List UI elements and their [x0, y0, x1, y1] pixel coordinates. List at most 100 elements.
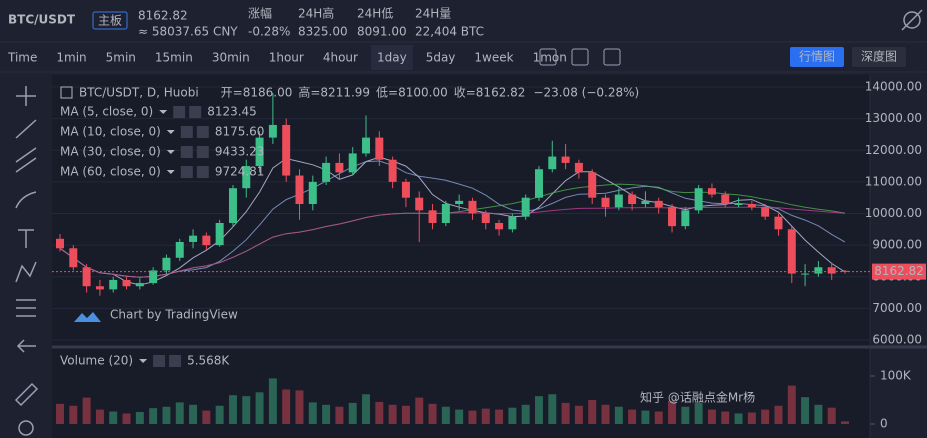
- volume-bar: [707, 409, 716, 424]
- candle-body: [668, 207, 677, 227]
- candle-body: [308, 181, 317, 205]
- timeframe-tab[interactable]: 1mon: [533, 51, 567, 65]
- indicator-close[interactable]: [189, 106, 202, 118]
- volume-bar: [375, 401, 384, 424]
- candle-body: [694, 188, 703, 211]
- candle-body: [109, 279, 118, 290]
- channel-tool[interactable]: [15, 147, 37, 173]
- timeframe-tab[interactable]: Time: [7, 51, 37, 65]
- volume-close[interactable]: [169, 355, 182, 367]
- volume-bar: [242, 396, 251, 424]
- ohlc-value: 8100.00: [398, 86, 448, 100]
- indicator-settings[interactable]: [180, 146, 193, 158]
- indicator-settings[interactable]: [180, 126, 193, 138]
- indicator-settings[interactable]: [173, 106, 186, 118]
- y-tick-label: 6000.00: [872, 333, 922, 347]
- view-button[interactable]: 深度图: [861, 49, 897, 64]
- candle-body: [521, 197, 530, 217]
- timeframe-tab[interactable]: 1day: [377, 51, 407, 65]
- volume-bar: [721, 411, 730, 424]
- indicator-close[interactable]: [196, 146, 209, 158]
- volume-bar: [175, 402, 184, 424]
- candle-body: [614, 194, 623, 208]
- candle-body: [774, 216, 783, 230]
- volume-bar: [654, 411, 663, 424]
- volume-bar: [441, 406, 450, 424]
- indicator-settings[interactable]: [180, 166, 193, 178]
- ruler-tool[interactable]: [14, 382, 39, 407]
- last-price-bg: [872, 263, 926, 280]
- volume-tick-label: 100K: [880, 369, 912, 383]
- toolbar-icon[interactable]: [603, 48, 621, 66]
- view-button-bg[interactable]: [790, 47, 844, 67]
- candle-body: [415, 197, 424, 211]
- candle-body: [282, 124, 291, 176]
- candle-body: [814, 267, 823, 274]
- candle-body: [295, 175, 304, 205]
- candle-body: [202, 235, 211, 246]
- candle-body: [122, 279, 131, 287]
- indicator-label: MA (30, close, 0): [60, 145, 161, 159]
- volume-value: 5.568K: [187, 354, 230, 368]
- volume-menu[interactable]: [139, 359, 148, 363]
- indicator-menu[interactable]: [166, 150, 175, 154]
- indicator-close[interactable]: [196, 126, 209, 138]
- volume-bar: [295, 390, 304, 424]
- timeframe-tab[interactable]: 5day: [426, 51, 456, 65]
- price: 8162.82: [138, 9, 188, 23]
- ohlc-key: 低=: [376, 86, 398, 100]
- line-tool[interactable]: [15, 119, 37, 139]
- crosshair-tool[interactable]: [16, 86, 36, 106]
- volume-bar: [149, 408, 158, 424]
- indicator-close[interactable]: [196, 166, 209, 178]
- volume-bar: [468, 410, 477, 424]
- timeframe-tab[interactable]: 1week: [474, 51, 513, 65]
- text-tool[interactable]: [18, 229, 34, 248]
- volume-bar: [521, 404, 530, 424]
- view-button-bg[interactable]: [852, 47, 906, 67]
- volume-settings[interactable]: [153, 355, 166, 367]
- settings-icon[interactable]: [901, 9, 923, 31]
- indicator-menu[interactable]: [159, 110, 168, 114]
- volume-bar: [202, 410, 211, 424]
- timeframe-tab[interactable]: 5min: [106, 51, 136, 65]
- candle-body: [162, 257, 171, 271]
- tools[interactable]: [14, 86, 39, 436]
- volume-bar: [694, 402, 703, 424]
- zoom-tool[interactable]: [18, 420, 34, 436]
- indicator-label: MA (60, close, 0): [60, 165, 161, 179]
- candle-body: [534, 169, 543, 198]
- volume-bar: [801, 397, 810, 424]
- pattern-tool[interactable]: [15, 261, 37, 283]
- timeframe-tab[interactable]: 30min: [212, 51, 250, 65]
- watermark: 知乎 @话融点金Mr杨: [640, 390, 755, 405]
- volume-bar: [109, 411, 118, 424]
- change: −23.08 (−0.28%): [533, 86, 639, 100]
- candle-body: [761, 207, 770, 217]
- timeframe-tab[interactable]: 1min: [56, 51, 86, 65]
- timeframe-tab[interactable]: 1hour: [269, 51, 304, 65]
- candle-body: [175, 241, 184, 258]
- indicator-menu[interactable]: [166, 130, 175, 134]
- toolbar-icon[interactable]: [539, 48, 557, 66]
- candle-body: [441, 204, 450, 223]
- candle-body: [721, 194, 730, 205]
- toolbar-icon[interactable]: [571, 48, 589, 66]
- indicator-menu[interactable]: [166, 170, 175, 174]
- ohlc-key: 开=: [221, 86, 243, 100]
- candle-body: [654, 200, 663, 208]
- candle-body: [588, 172, 597, 198]
- timeframe-tab[interactable]: 15min: [155, 51, 193, 65]
- candle-body: [255, 137, 264, 167]
- fib-tool[interactable]: [16, 299, 36, 317]
- brush-tool[interactable]: [15, 191, 37, 209]
- candle-body: [561, 156, 570, 163]
- candle-body: [242, 166, 251, 189]
- volume-bar: [814, 404, 823, 424]
- view-button[interactable]: 行情图: [799, 50, 835, 64]
- stat-value: 22,404 BTC: [415, 25, 484, 39]
- back-tool[interactable]: [16, 339, 36, 353]
- volume-bar: [122, 413, 131, 424]
- timeframe-tab[interactable]: 4hour: [323, 51, 358, 65]
